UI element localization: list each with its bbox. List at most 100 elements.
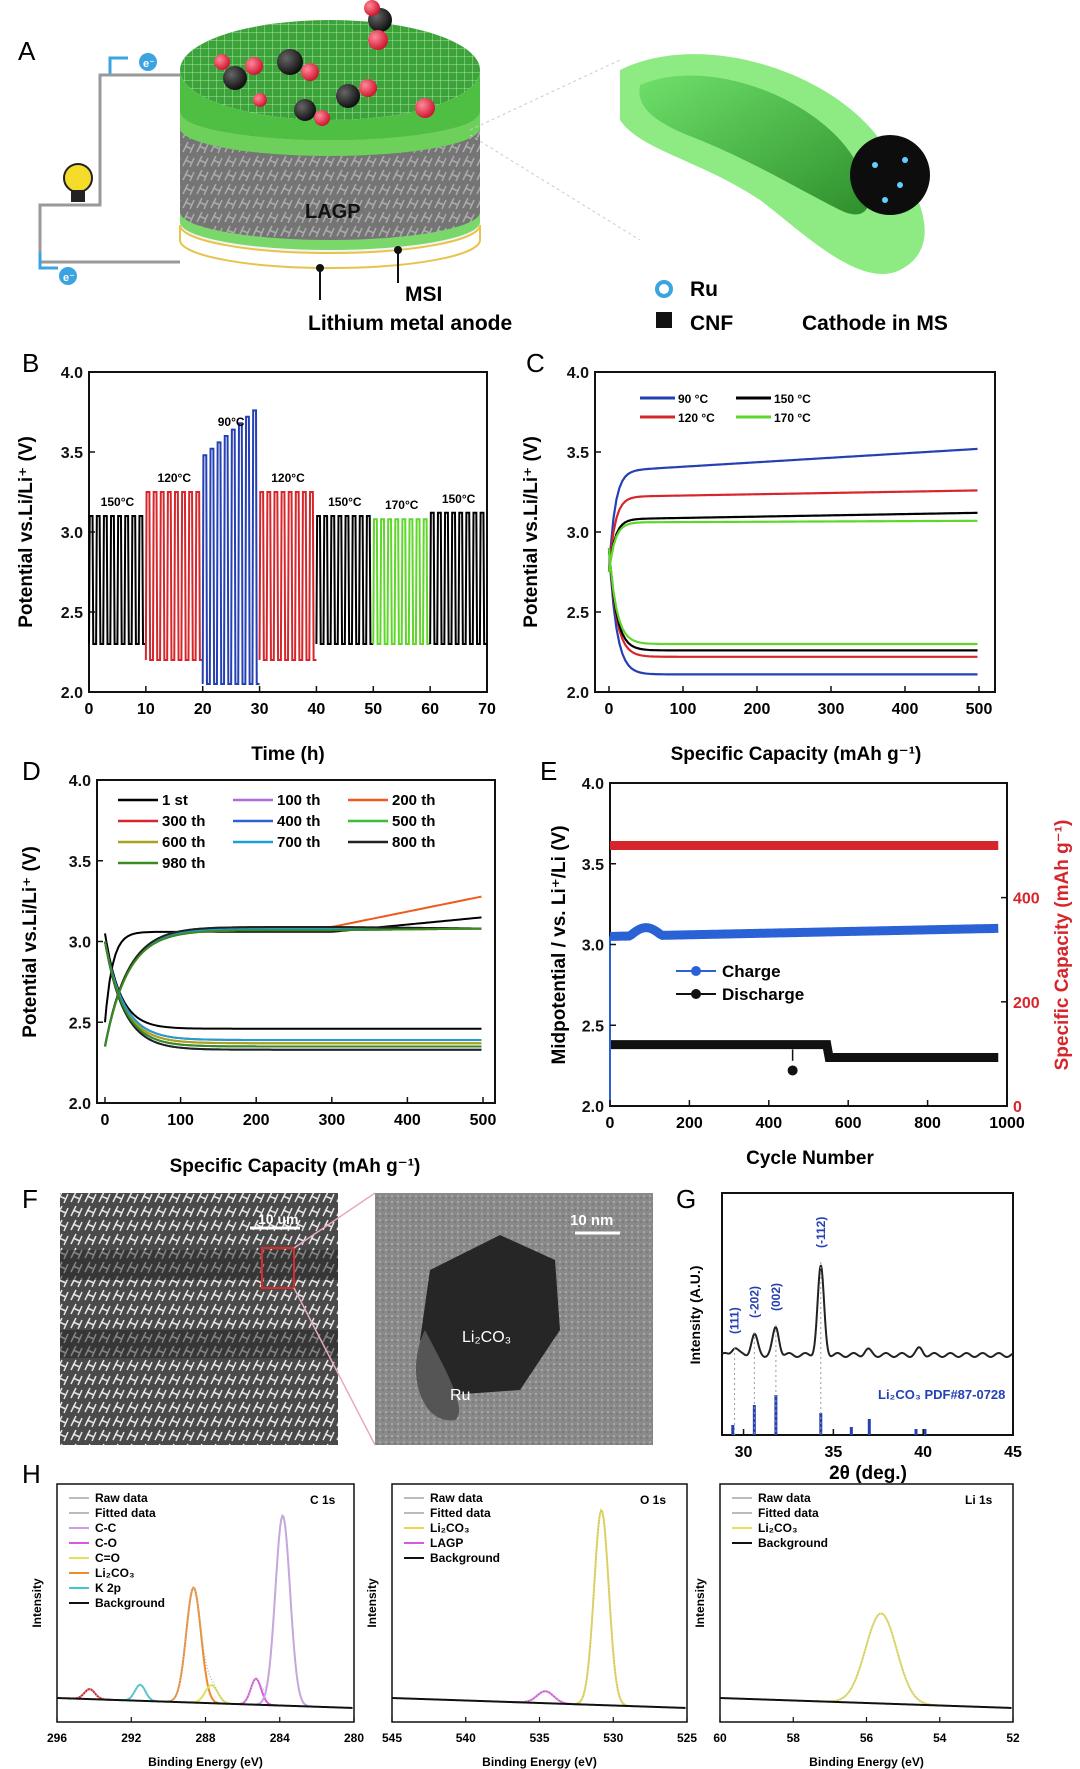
e-xtick-label: 0	[606, 1115, 615, 1132]
panel-letter-a: A	[18, 36, 36, 66]
c1s-legend-4: C=O	[95, 1551, 120, 1565]
panel-letter-d: D	[22, 756, 41, 786]
series-e-discharge	[610, 1040, 999, 1063]
b-xtick-label: 60	[421, 701, 439, 718]
c-xtick-label: 300	[818, 701, 845, 718]
plot-area-d	[104, 895, 482, 1051]
series-c-discharge-2	[607, 547, 978, 652]
e-xtick-label: 600	[835, 1115, 862, 1132]
li1s-background	[719, 1697, 1012, 1709]
c1s-xtick-label: 284	[270, 1731, 290, 1745]
d-ytick-label: 3.0	[69, 935, 91, 952]
xrd-peak-label-2: (002)	[769, 1283, 783, 1311]
panel-letter-e: E	[540, 756, 557, 786]
li1s-xtick-label: 58	[787, 1731, 801, 1745]
series-c-discharge-3	[607, 547, 978, 646]
e-xtick-label: 200	[676, 1115, 703, 1132]
o1s-component-1	[570, 1508, 632, 1708]
d-ytick-label: 4.0	[69, 773, 91, 790]
b-ytick-label: 3.5	[61, 445, 83, 462]
e-y2tick-label: 200	[1013, 995, 1040, 1012]
legend-d-label-6: 600 th	[162, 834, 205, 851]
series-d-discharge-9	[104, 941, 482, 1048]
legend-e: Charge Discharge	[676, 962, 804, 1004]
label-li2co3: Li₂CO₃	[462, 1329, 511, 1346]
series-b-segment-1	[144, 491, 203, 661]
xrd-peak-label-1: (-202)	[747, 1286, 761, 1318]
o1s-ylabel: Intensity	[365, 1578, 379, 1628]
lightbulb-icon	[63, 163, 93, 202]
li2co3-particle	[420, 1235, 560, 1395]
label-cnf: CNF	[690, 312, 733, 335]
li1s-xtick-label: 56	[860, 1731, 874, 1745]
c1s-xtick-label: 288	[195, 1731, 215, 1745]
axis-title-y-d: Potential vs.Li/Li⁺ (V)	[20, 846, 41, 1038]
c-xtick-label: 500	[966, 701, 993, 718]
legend-d-label-5: 500 th	[392, 813, 435, 830]
series-d-discharge-4	[104, 941, 482, 1051]
c1s-legend-1: Fitted data	[95, 1506, 156, 1520]
series-b-segment-6	[429, 511, 487, 645]
series-c-charge-3	[607, 519, 978, 573]
b-xtick-label: 70	[478, 701, 496, 718]
ru-legend-icon	[655, 280, 673, 298]
xrd-peak-label-3: (-112)	[814, 1217, 828, 1248]
series-b-segment-4	[315, 515, 374, 645]
c1s-component-1	[117, 1683, 162, 1703]
axis-title-x-b: Time (h)	[251, 744, 325, 765]
plot-area-b: 150°C 120°C 90°C 120°C 150°C 170°C 150°C	[88, 409, 487, 685]
li1s-xtick-label: 60	[713, 1731, 727, 1745]
li1s-xtick-label: 54	[933, 1731, 947, 1745]
li1s-xlabel: Binding Energy (eV)	[809, 1755, 924, 1769]
series-d-charge-0	[104, 916, 482, 1023]
e-ytick-label: 3.5	[582, 857, 604, 874]
d-ytick-label: 2.0	[69, 1096, 91, 1113]
label-ru-tem: Ru	[450, 1387, 470, 1404]
legend-e-charge: Charge	[722, 962, 781, 981]
c1s-legend-7: Background	[95, 1596, 165, 1610]
label-ru: Ru	[690, 278, 718, 301]
axis-title-x-d: Specific Capacity (mAh g⁻¹)	[170, 1156, 421, 1177]
series-d-charge-8	[104, 925, 482, 1047]
legend-d-label-7: 700 th	[277, 834, 320, 851]
series-c-charge-1	[607, 489, 978, 573]
segment-label-b-4: 150°C	[328, 495, 362, 509]
o1s-xlabel: Binding Energy (eV)	[482, 1755, 597, 1769]
li1s-xtick-label: 52	[1006, 1731, 1020, 1745]
li1s-legend-2: Li₂CO₃	[758, 1521, 798, 1535]
axis-title-y-b: Potential vs.Li/Li⁺ (V)	[16, 436, 37, 628]
b-xtick-label: 30	[251, 701, 269, 718]
o1s-legend-2: Li₂CO₃	[430, 1521, 470, 1535]
legend-d-label-1: 100 th	[277, 792, 320, 809]
series-d-discharge-3	[104, 941, 482, 1042]
d-ytick-label: 2.5	[69, 1015, 91, 1032]
electron-arrow-top	[108, 56, 128, 76]
panel-letter-f: F	[22, 1184, 38, 1214]
scale-label-right: 10 nm	[570, 1212, 613, 1229]
o1s-legend-3: LAGP	[430, 1536, 463, 1550]
legend-d-label-4: 400 th	[277, 813, 320, 830]
electron-icon-top	[139, 53, 157, 71]
series-d-charge-2	[104, 895, 482, 1047]
e-ytick-label: 3.0	[582, 938, 604, 955]
o1s-background	[391, 1697, 686, 1709]
o1s-xtick-label: 540	[456, 1731, 476, 1745]
panel-letter-c: C	[526, 348, 545, 378]
c1s-legend-5: Li₂CO₃	[95, 1566, 135, 1580]
c1s-background	[56, 1697, 353, 1709]
d-xtick-label: 500	[470, 1112, 497, 1129]
legend-e-discharge: Discharge	[722, 985, 804, 1004]
b-xtick-label: 10	[137, 701, 155, 718]
c1s-xlabel: Binding Energy (eV)	[148, 1755, 263, 1769]
li1s-ylabel: Intensity	[693, 1578, 707, 1628]
legend-c-90: 90 °C	[678, 392, 708, 406]
cathode-fiber-illustration	[620, 54, 930, 274]
series-b-segment-2	[201, 409, 260, 685]
segment-label-b-6: 150°C	[442, 492, 476, 506]
legend-c-120: 120 °C	[678, 411, 715, 425]
legend-c: 90 °C 150 °C 120 °C 170 °C	[640, 392, 811, 425]
